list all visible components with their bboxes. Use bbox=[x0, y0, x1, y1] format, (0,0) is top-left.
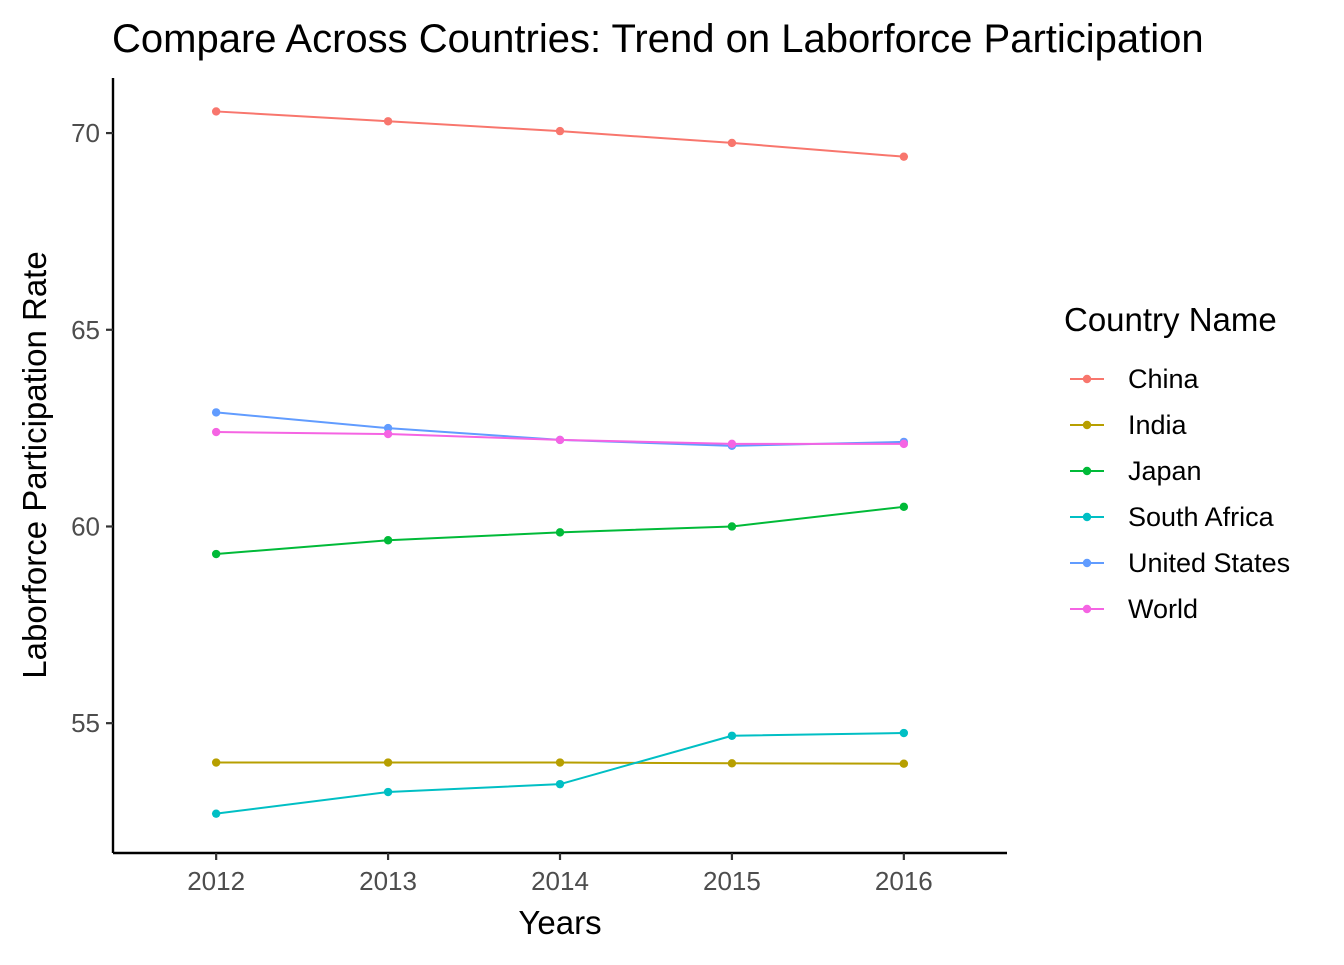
legend-items: China India Japan South Africa United States… bbox=[1070, 364, 1290, 624]
x-tick-label: 2013 bbox=[359, 866, 417, 896]
legend-title: Country Name bbox=[1064, 301, 1277, 338]
series-japan bbox=[211, 502, 909, 559]
data-point-united-states bbox=[211, 408, 221, 417]
legend-key-point bbox=[1082, 466, 1092, 476]
legend-key-point bbox=[1082, 374, 1092, 384]
data-point-china bbox=[899, 152, 909, 161]
legend-label: Japan bbox=[1128, 456, 1202, 486]
data-point-world bbox=[727, 439, 737, 449]
data-point-united-states bbox=[383, 423, 393, 433]
legend-key-point bbox=[1082, 420, 1092, 430]
legend-item-united-states: United States bbox=[1070, 548, 1290, 578]
y-tick-label: 55 bbox=[71, 708, 100, 738]
legend-label: United States bbox=[1128, 548, 1290, 578]
series-india bbox=[211, 758, 909, 768]
x-tick-label: 2014 bbox=[531, 866, 589, 896]
legend-key-point bbox=[1082, 604, 1092, 614]
legend-label: China bbox=[1128, 364, 1200, 394]
legend-item-japan: Japan bbox=[1070, 456, 1202, 486]
series-china bbox=[211, 107, 909, 161]
data-point-world bbox=[555, 435, 565, 445]
data-point-world bbox=[899, 439, 909, 449]
data-point-india bbox=[383, 758, 393, 767]
x-axis-ticks: 2012 2013 2014 2015 2016 bbox=[187, 853, 933, 896]
data-point-china bbox=[727, 138, 737, 148]
x-tick-label: 2012 bbox=[187, 866, 245, 896]
legend-item-india: India bbox=[1070, 410, 1188, 440]
data-point-india bbox=[555, 758, 565, 767]
legend-label: South Africa bbox=[1128, 502, 1275, 532]
x-tick-label: 2015 bbox=[703, 866, 761, 896]
data-point-world bbox=[383, 429, 393, 439]
data-point-china bbox=[555, 126, 565, 136]
data-point-india bbox=[211, 758, 221, 767]
data-point-japan bbox=[555, 528, 565, 537]
x-tick-label: 2016 bbox=[875, 866, 933, 896]
data-point-china bbox=[383, 117, 393, 126]
data-point-south-africa bbox=[727, 731, 737, 740]
legend-item-world: World bbox=[1070, 594, 1198, 624]
data-point-india bbox=[899, 759, 909, 768]
series-line-south-africa bbox=[216, 732, 904, 815]
data-point-south-africa bbox=[383, 787, 393, 797]
data-point-south-africa bbox=[555, 779, 565, 789]
series-south-africa bbox=[211, 728, 909, 818]
y-tick-label: 65 bbox=[71, 315, 100, 345]
legend: Country Name China India Japan South Africa… bbox=[1064, 301, 1290, 624]
series-world bbox=[211, 427, 909, 449]
y-axis-ticks: 55 60 65 70 bbox=[71, 118, 113, 738]
y-axis-title: Laborforce Participation Rate bbox=[16, 251, 53, 678]
y-tick-label: 60 bbox=[71, 511, 100, 541]
data-point-south-africa bbox=[211, 809, 221, 818]
legend-label: World bbox=[1128, 594, 1198, 624]
data-point-japan bbox=[727, 522, 737, 531]
y-tick-label: 70 bbox=[71, 118, 100, 148]
legend-key-point bbox=[1082, 558, 1092, 568]
legend-key-point bbox=[1082, 512, 1092, 522]
data-point-world bbox=[211, 427, 221, 437]
data-point-china bbox=[211, 107, 221, 116]
chart-title: Compare Across Countries: Trend on Labor… bbox=[112, 17, 1204, 61]
data-point-japan bbox=[899, 502, 909, 512]
legend-label: India bbox=[1128, 410, 1188, 440]
x-axis-title: Years bbox=[518, 904, 601, 941]
plot-area bbox=[211, 107, 909, 818]
data-point-japan bbox=[383, 536, 393, 545]
data-point-south-africa bbox=[899, 728, 909, 738]
legend-item-south-africa: South Africa bbox=[1070, 502, 1275, 532]
data-point-japan bbox=[211, 549, 221, 559]
legend-item-china: China bbox=[1070, 364, 1200, 394]
data-point-india bbox=[727, 759, 737, 768]
